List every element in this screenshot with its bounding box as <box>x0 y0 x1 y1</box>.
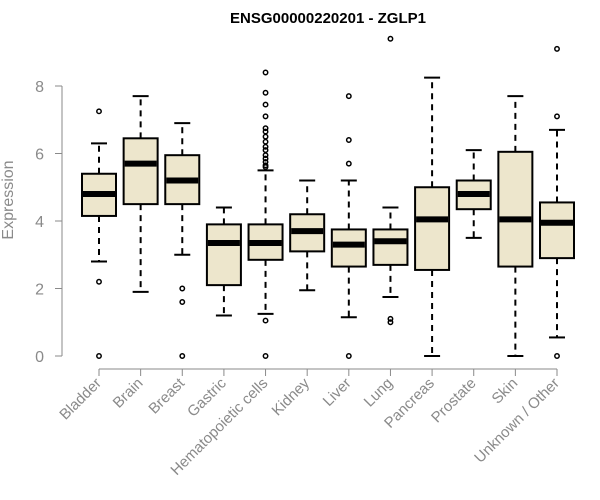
outlier-point <box>262 143 269 150</box>
box-group <box>289 179 326 292</box>
outlier-point <box>179 285 186 292</box>
outlier-point <box>345 160 352 167</box>
outlier-point <box>96 108 102 115</box>
outlier-point <box>262 125 269 132</box>
outlier-point <box>387 35 394 42</box>
outlier-point <box>179 299 186 305</box>
x-tick-label: Bladder <box>56 375 105 424</box>
box-iqr <box>372 228 409 266</box>
outlier-point <box>345 353 352 359</box>
outlier-point <box>96 353 102 359</box>
x-tick-label: Lung <box>361 375 397 411</box>
x-tick-label: Prostate <box>428 375 480 427</box>
outlier-point <box>262 155 269 162</box>
x-tick-label: Liver <box>320 375 355 410</box>
outlier-point <box>262 69 269 76</box>
outlier-point <box>554 45 560 52</box>
box-group <box>164 122 201 359</box>
box-group <box>539 45 575 359</box>
x-tick-label: Kidney <box>269 374 314 419</box>
box-iqr <box>539 201 575 260</box>
outlier-point <box>554 113 560 120</box>
y-tick-label: 2 <box>35 282 44 299</box>
x-tick-label: Skin <box>489 375 522 408</box>
outlier-point <box>262 164 269 170</box>
outlier-point <box>387 315 394 322</box>
x-tick-label: Brain <box>110 375 147 412</box>
box-group <box>81 108 117 359</box>
outlier-point <box>387 319 394 326</box>
outlier-point <box>554 353 560 359</box>
y-tick-label: 8 <box>35 79 44 96</box>
box-group <box>205 206 242 317</box>
outlier-point <box>262 101 269 108</box>
outlier-point <box>179 353 186 359</box>
outlier-point <box>262 138 269 145</box>
box-group <box>414 76 451 357</box>
outlier-point <box>262 89 269 96</box>
box-group <box>455 149 492 239</box>
y-tick-label: 6 <box>35 147 44 164</box>
y-tick-label: 0 <box>35 349 44 366</box>
y-axis: 0 2 4 6 8 <box>35 79 63 366</box>
box-group <box>372 35 409 326</box>
y-tick-label: 4 <box>35 214 44 231</box>
outlier-point <box>262 133 269 140</box>
outlier-point <box>96 278 102 285</box>
box-iqr <box>122 137 159 206</box>
box-group <box>247 69 284 359</box>
plot-area <box>81 35 575 359</box>
box-iqr <box>497 150 534 268</box>
box-iqr <box>330 228 367 268</box>
outlier-point <box>345 137 352 143</box>
y-axis-label: Expression <box>0 160 17 239</box>
outlier-point <box>262 317 269 324</box>
outlier-point <box>345 93 352 100</box>
box-group <box>497 95 534 357</box>
box-group <box>330 93 367 359</box>
outlier-point <box>262 147 269 154</box>
outlier-point <box>262 353 269 359</box>
outlier-point <box>262 113 269 120</box>
outlier-point <box>262 152 269 159</box>
box-iqr <box>414 186 451 271</box>
x-tick-label: Breast <box>145 374 188 417</box>
box-group <box>122 95 159 293</box>
outlier-point <box>262 128 269 135</box>
chart-title: ENSG00000220201 - ZGLP1 <box>230 10 426 27</box>
box-iqr <box>205 223 242 287</box>
